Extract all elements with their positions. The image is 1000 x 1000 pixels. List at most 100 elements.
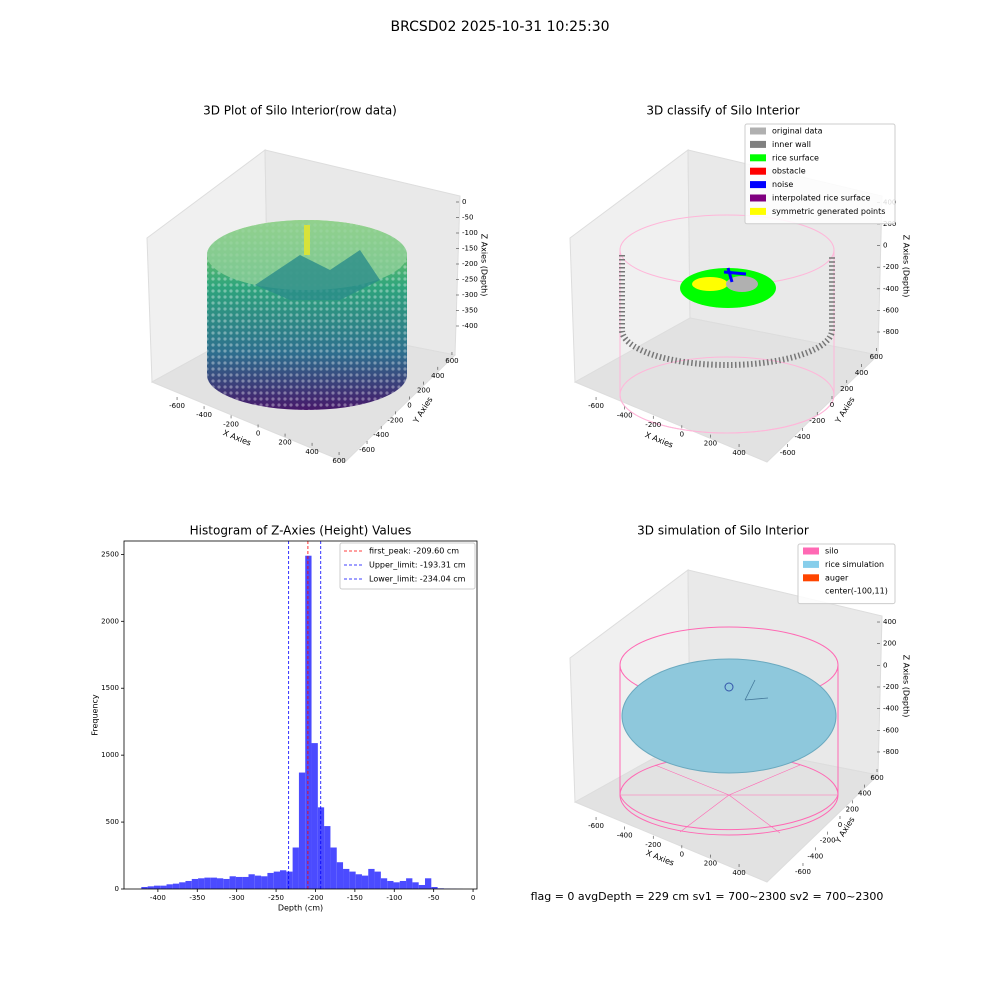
y-tick-label: 600 — [445, 357, 458, 365]
y-tick-label: -600 — [359, 446, 375, 454]
legend-label: first_peak: -209.60 cm — [369, 547, 459, 556]
x-tick-label: -600 — [588, 822, 604, 830]
z-tick-label: -200 — [883, 683, 899, 691]
silo-wireframe — [619, 665, 839, 831]
x-tick-label: -350 — [189, 894, 205, 902]
y-tick-label: 0 — [407, 402, 411, 410]
pane-group — [146, 149, 461, 463]
bar — [179, 882, 186, 889]
legend-swatch — [750, 127, 766, 135]
bar — [368, 868, 375, 889]
legend-swatch — [803, 587, 819, 595]
chart-title: 3D simulation of Silo Interior — [637, 524, 809, 538]
y-tick-label: 600 — [870, 353, 883, 361]
bar — [406, 878, 413, 889]
bar — [311, 743, 318, 889]
bar — [324, 826, 331, 889]
z-tick-label: -50 — [462, 214, 473, 222]
auger — [724, 682, 734, 692]
axis-label: X Axies — [222, 428, 253, 447]
axis-label: Z Axies (Depth) — [480, 234, 489, 297]
legend-label: original data — [772, 127, 823, 136]
legend-label: symmetric generated points — [772, 207, 885, 216]
surface-blob — [255, 250, 380, 300]
x-axis-label: Depth (cm) — [278, 904, 323, 913]
bar — [273, 871, 281, 889]
y-tick-label: 200 — [417, 387, 430, 395]
auger-points — [304, 225, 310, 255]
z-tick-label: -600 — [883, 306, 899, 314]
pane-group — [569, 149, 883, 463]
legend-label: interpolated rice surface — [772, 194, 870, 203]
bar — [330, 847, 337, 889]
y-tick-label: 200 — [846, 805, 859, 813]
y-tick-label: 2000 — [101, 617, 119, 625]
x-tick-label: -400 — [617, 411, 633, 419]
y-tick-label: 1500 — [101, 684, 119, 692]
z-tick-label: -400 — [883, 705, 899, 713]
plot-frame — [123, 540, 478, 890]
legend-box — [744, 123, 896, 225]
x-tick-label: 400 — [305, 448, 318, 456]
legend-swatch — [750, 194, 766, 202]
legend-box — [339, 542, 476, 590]
legend-swatch — [750, 154, 766, 162]
z-tick-label: -150 — [462, 245, 478, 253]
bar — [418, 884, 425, 889]
x-tick-label: 200 — [704, 860, 717, 868]
y-tick-label: -400 — [795, 433, 811, 441]
legend-label: Upper_limit: -193.31 cm — [369, 561, 466, 570]
y-tick-label: 0 — [830, 401, 834, 409]
y-tick-label: 1000 — [101, 751, 119, 759]
y-tick-label: -600 — [780, 449, 796, 457]
bar — [280, 870, 287, 889]
y-tick-label: -200 — [387, 416, 403, 424]
pane — [573, 737, 880, 883]
x-tick-label: -400 — [150, 894, 166, 902]
z-tick-label: -100 — [462, 229, 478, 237]
x-tick-label: 200 — [278, 439, 291, 447]
center-axis — [744, 679, 769, 701]
x-tick-label: -50 — [428, 894, 439, 902]
status-footer: flag = 0 avgDepth = 229 cm sv1 = 700~230… — [531, 890, 884, 903]
y-tick-label: -400 — [373, 431, 389, 439]
chart-title: Histogram of Z-Axies (Height) Values — [190, 524, 412, 538]
x-tick-label: -400 — [617, 831, 633, 839]
bar — [160, 885, 167, 889]
bar — [349, 871, 356, 889]
x-tick-label: -400 — [196, 411, 212, 419]
z-tick-label: -600 — [883, 726, 899, 734]
bar — [374, 871, 381, 889]
x-tick-label: 0 — [471, 894, 475, 902]
x-tick-label: -200 — [645, 421, 661, 429]
y-tick-label: -200 — [809, 417, 825, 425]
legend-box — [797, 543, 896, 605]
x-tick-label: -200 — [645, 841, 661, 849]
z-tick-label: -800 — [883, 748, 899, 756]
inner-wall — [619, 255, 835, 368]
y-tick-label: 0 — [838, 821, 842, 829]
bar — [380, 878, 388, 889]
bar — [261, 876, 268, 889]
z-tick-label: -350 — [462, 307, 478, 315]
axis-label: Y Axies — [833, 395, 857, 425]
legend-label: silo — [825, 547, 839, 556]
bar — [387, 880, 394, 889]
bar — [267, 872, 274, 889]
chart-title: 3D Plot of Silo Interior(row data) — [203, 104, 397, 118]
legend-swatch — [803, 547, 819, 555]
x-tick-label: -200 — [223, 420, 239, 428]
x-tick-label: 0 — [256, 430, 260, 438]
rice-simulation — [621, 658, 837, 774]
bar — [292, 847, 299, 889]
bar — [191, 878, 199, 889]
legend-swatch — [750, 140, 766, 148]
y-tick-label: 200 — [840, 385, 853, 393]
bar — [141, 886, 148, 889]
x-tick-label: -150 — [347, 894, 363, 902]
z-tick-label: -200 — [462, 260, 478, 268]
y-tick-label: 400 — [858, 790, 871, 798]
legend-label: rice simulation — [825, 560, 884, 569]
axis-label: X Axies — [644, 430, 675, 449]
symmetric-points — [692, 277, 728, 291]
